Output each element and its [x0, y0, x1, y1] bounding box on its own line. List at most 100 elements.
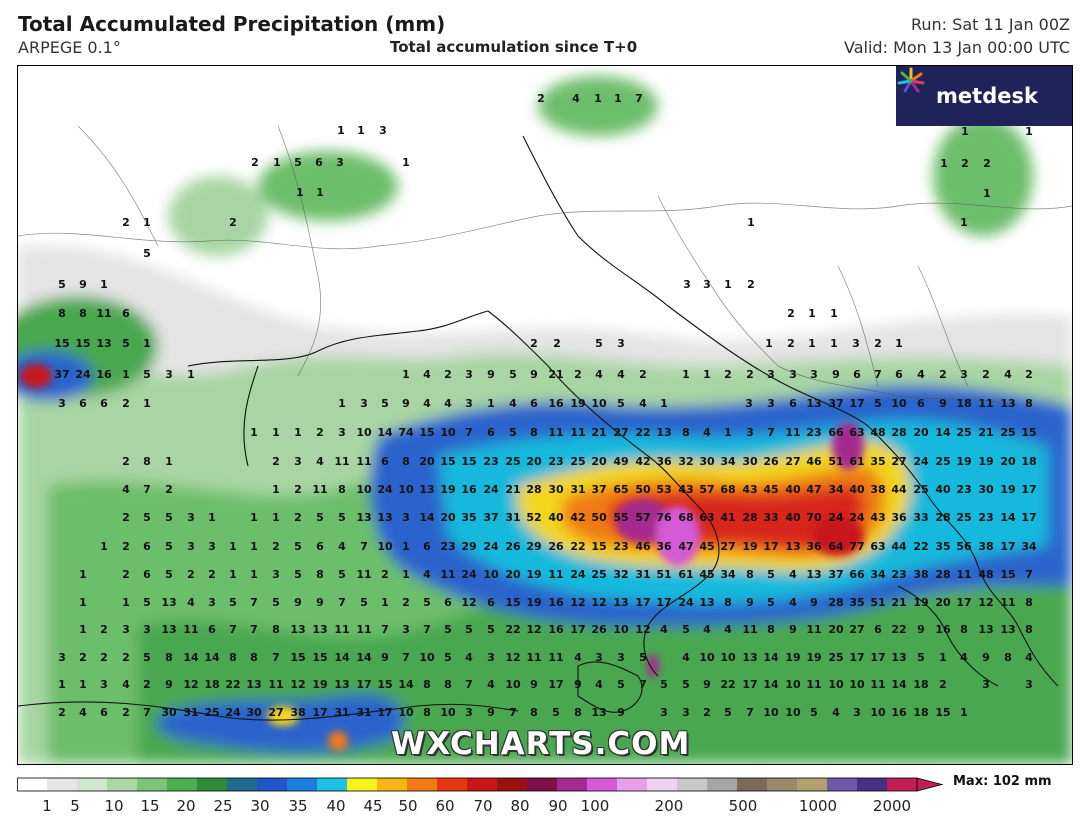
precip-value: 2: [939, 368, 947, 381]
precip-value: 3: [703, 278, 711, 291]
colorbar-swatch: [407, 778, 438, 791]
precip-value: 46: [806, 455, 822, 468]
precip-value: 6: [316, 540, 324, 553]
precip-value: 3: [982, 678, 990, 691]
precip-value: 9: [487, 706, 495, 719]
precip-value: 55: [613, 511, 628, 524]
precip-value: 24: [913, 455, 929, 468]
precip-value: 27: [849, 623, 864, 636]
precip-value: 14: [334, 651, 350, 664]
precip-value: 37: [483, 511, 498, 524]
precip-value: 16: [548, 596, 564, 609]
precip-value: 5: [874, 397, 882, 410]
precip-value: 15: [312, 651, 327, 664]
precip-value: 31: [356, 706, 371, 719]
precip-value: 10: [870, 706, 886, 719]
colorbar-tick-label: 40: [326, 797, 346, 815]
valid-time: Valid: Mon 13 Jan 00:00 UTC: [844, 38, 1070, 57]
precip-value: 17: [312, 706, 327, 719]
precip-value: 2: [444, 368, 452, 381]
precip-value: 2: [58, 706, 66, 719]
precip-value: 6: [381, 455, 389, 468]
precip-value: 40: [785, 483, 801, 496]
precip-value: 5: [682, 623, 690, 636]
precip-value: 11: [183, 623, 198, 636]
precip-value: 1: [808, 337, 816, 350]
precip-value: 5: [143, 596, 151, 609]
precip-value: 3: [379, 124, 387, 137]
precip-value: 63: [699, 511, 714, 524]
precip-value: 9: [294, 596, 302, 609]
precip-value: 1: [296, 186, 304, 199]
precip-value: 13: [419, 483, 434, 496]
metdesk-logo: metdesk: [896, 66, 1072, 126]
precip-value: 44: [891, 483, 907, 496]
precip-value: 7: [272, 651, 280, 664]
colorbar-ticks: 1 5 10 15 20 25 30 35 40 45 50 60 70 80 90 100 200 500 100…: [17, 797, 937, 819]
precip-value: 49: [613, 455, 628, 468]
colorbar-swatch: [77, 778, 108, 791]
precip-value: 13: [699, 596, 714, 609]
precip-value: 3: [617, 337, 625, 350]
precip-value: 21: [891, 596, 906, 609]
colorbar-tick-label: 60: [435, 797, 455, 815]
colorbar-swatch: [527, 778, 558, 791]
precip-value: 24: [849, 511, 865, 524]
precip-value: 15: [461, 455, 476, 468]
precip-value: 12: [635, 623, 650, 636]
precip-value: 3: [58, 651, 66, 664]
colorbar-tick-label: 500: [728, 797, 758, 815]
precip-value: 13: [246, 678, 261, 691]
precip-value: 23: [956, 483, 971, 496]
precip-value: 38: [870, 483, 885, 496]
precip-value: 17: [377, 706, 392, 719]
precip-value: 11: [548, 568, 563, 581]
precip-value: 4: [574, 651, 582, 664]
precip-value: 5: [143, 511, 151, 524]
map-canvas: 2 4 1 1 71 1 32 1 5 6 3 11 12 1 2 1 155 9 1 3 3 1 28 8 11 6 2 1 115 1…: [18, 76, 1072, 764]
precip-value: 74: [398, 426, 414, 439]
precip-value: 3: [767, 397, 775, 410]
precip-value: 8: [316, 568, 324, 581]
precip-value: 37: [828, 397, 843, 410]
precip-value: 13: [785, 540, 800, 553]
precip-value: 11: [356, 568, 371, 581]
precip-value: 10: [591, 397, 607, 410]
precip-value: 11: [526, 651, 541, 664]
precip-value: 24: [678, 596, 694, 609]
precip-value: 1: [402, 568, 410, 581]
colorbar-swatch: [287, 778, 318, 791]
colorbar-tick-label: 70: [473, 797, 493, 815]
colorbar-swatch: [767, 778, 798, 791]
precip-value: 3: [208, 596, 216, 609]
precip-value: 52: [526, 511, 541, 524]
precip-value: 8: [1025, 397, 1033, 410]
precip-value: 22: [570, 540, 585, 553]
precip-value: 37: [591, 483, 606, 496]
precip-value: 3: [683, 278, 691, 291]
precip-value: 7: [874, 368, 882, 381]
precip-value: 27: [613, 426, 628, 439]
precip-value: 17: [742, 678, 757, 691]
precip-value: 9: [917, 623, 925, 636]
precip-value: 14: [398, 678, 414, 691]
precip-value: 2: [983, 157, 991, 170]
precip-value: 8: [1004, 651, 1012, 664]
precip-value: 3: [746, 426, 754, 439]
precip-value: 15: [591, 540, 606, 553]
precip-value: 6: [487, 596, 495, 609]
colorbar-swatch: [347, 778, 378, 791]
precip-value: 1: [58, 678, 66, 691]
precip-value: 30: [978, 483, 994, 496]
precip-value: 53: [656, 483, 671, 496]
precip-value: 7: [767, 426, 775, 439]
precip-value: 8: [746, 568, 754, 581]
precip-value: 6: [122, 307, 130, 320]
precip-value: 8: [767, 623, 775, 636]
precip-value: 1: [357, 124, 365, 137]
precip-value: 1: [703, 368, 711, 381]
precip-value: 19: [785, 651, 800, 664]
precip-value: 2: [122, 568, 130, 581]
precip-value: 4: [572, 92, 580, 105]
precip-value: 10: [356, 426, 372, 439]
